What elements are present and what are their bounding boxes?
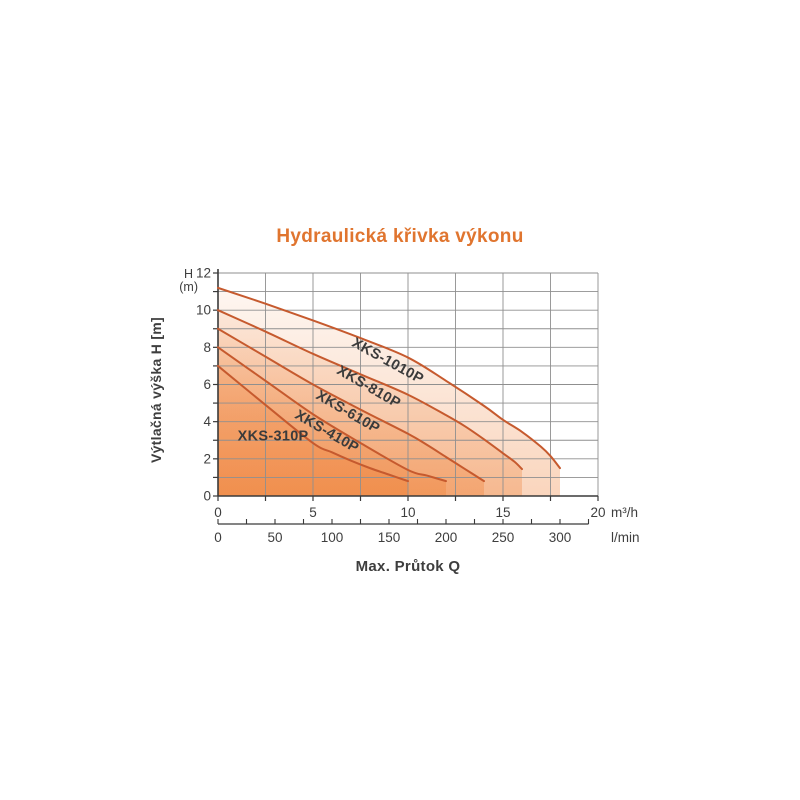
lmin-axis-unit: l/min [611,530,640,545]
x-tick-label: 0 [214,505,222,520]
lmin-tick-label: 250 [492,530,515,545]
y-tick-label: 4 [203,414,211,429]
y-tick-label: 6 [203,377,211,392]
y-axis-title: Výtlačná výška H [m] [148,317,164,463]
curve-xks-1010p [217,286,561,470]
x-axis-title: Max. Průtok Q [356,558,461,575]
y-tick-label: 10 [196,303,211,318]
lmin-tick-label: 100 [321,530,344,545]
lmin-tick-label: 0 [214,530,222,545]
y-tick-label: 2 [203,451,211,466]
y-axis-unit-m: (m) [179,280,198,294]
curve-label-xks-310p: XKS-310P [238,429,309,445]
y-tick-label: 0 [203,489,211,504]
lmin-tick-label: 50 [267,530,282,545]
x-tick-label: 10 [400,505,415,520]
lmin-tick-label: 300 [549,530,572,545]
chart-title: Hydraulická křivka výkonu [276,226,524,247]
curve-xks-310p [217,364,409,483]
curve-xks-410p [217,346,447,483]
y-tick-label: 8 [203,340,211,355]
x-tick-label: 20 [590,505,605,520]
x-axis-unit: m³/h [611,505,638,520]
x-tick-label: 15 [495,505,510,520]
lmin-tick-label: 150 [378,530,401,545]
y-axis-unit-h: H [184,267,193,281]
lmin-tick-label: 200 [435,530,458,545]
curve-xks-810p [217,309,523,471]
curve-xks-610p [217,327,485,483]
x-tick-label: 5 [309,505,317,520]
y-tick-label: 12 [196,266,211,281]
